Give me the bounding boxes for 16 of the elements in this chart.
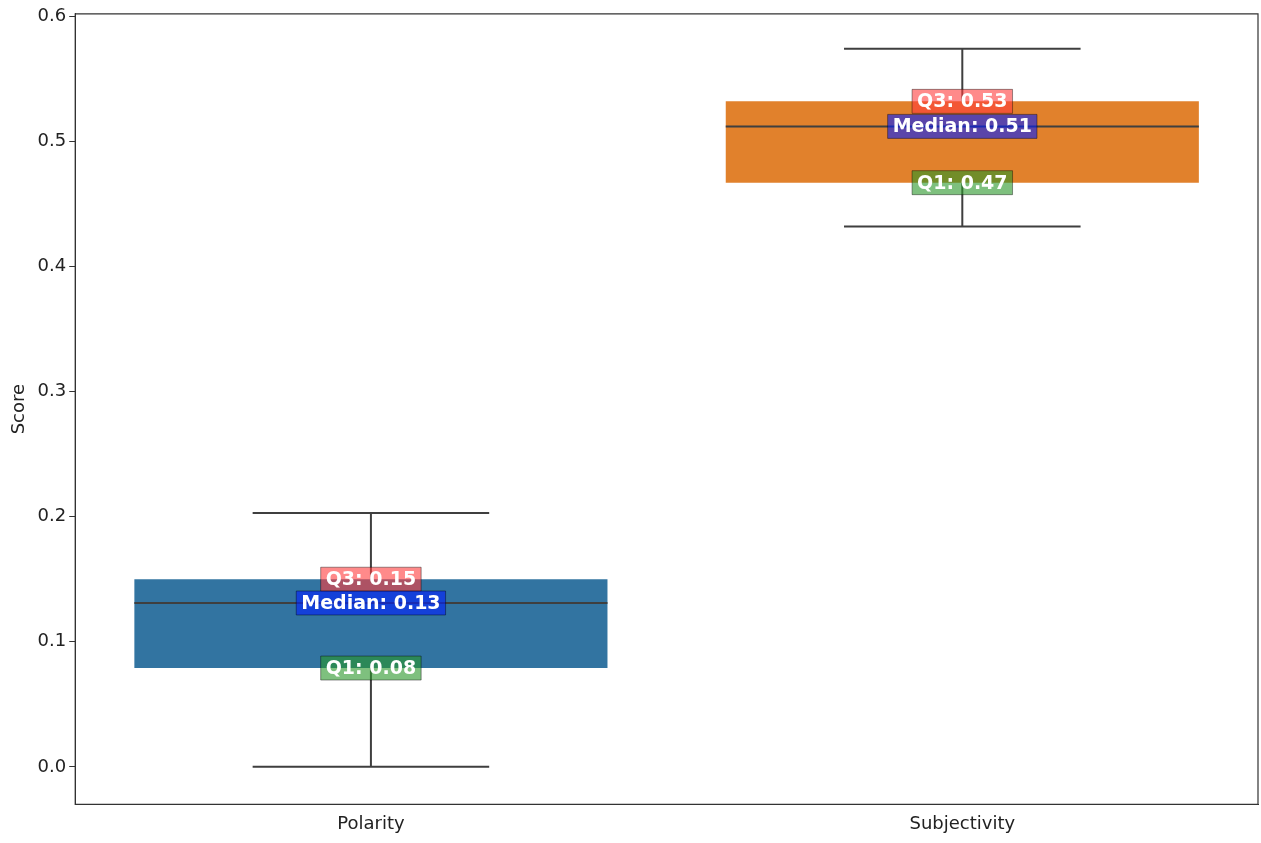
y-tick-label: 0.1 <box>37 629 67 651</box>
x-tick-label: Polarity <box>337 811 405 833</box>
y-tick-label: 0.2 <box>37 504 67 526</box>
y-axis-title: Score <box>7 383 29 435</box>
annotation: Median: 0.13 <box>301 590 441 613</box>
annotation: Q3: 0.15 <box>325 567 417 590</box>
y-tick-label: 0.0 <box>37 754 67 776</box>
annotation: Median: 0.51 <box>892 114 1032 137</box>
y-tick-label: 0.3 <box>37 379 67 401</box>
y-tick-label: 0.4 <box>37 254 67 276</box>
x-tick-label: Subjectivity <box>909 811 1016 833</box>
y-tick-label: 0.6 <box>37 3 67 25</box>
annotation: Q3: 0.53 <box>917 89 1008 112</box>
annotation: Q1: 0.47 <box>917 170 1008 193</box>
y-tick-label: 0.5 <box>37 129 67 151</box>
annotation: Q1: 0.08 <box>325 655 417 678</box>
